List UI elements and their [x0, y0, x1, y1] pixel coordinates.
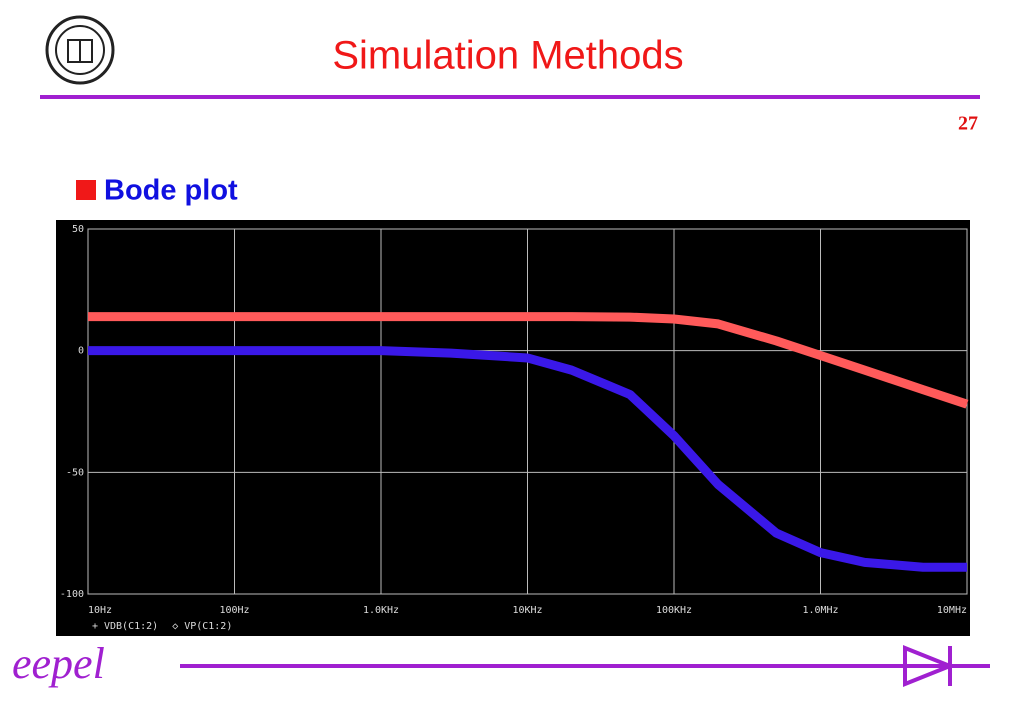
x-tick-label: 100Hz: [219, 605, 249, 616]
bullet-text: Bode plot: [104, 175, 238, 207]
plot-background: [56, 220, 970, 636]
legend-label: VP(C1:2): [184, 621, 232, 632]
y-tick-label: 0: [78, 346, 84, 357]
footer-diode: [903, 645, 956, 687]
x-tick-label: 1.0MHz: [802, 605, 838, 616]
y-tick-label: 50: [72, 224, 84, 235]
x-tick-label: 10KHz: [512, 605, 542, 616]
x-tick-label: 1.0KHz: [363, 605, 399, 616]
series-line: [88, 312, 969, 409]
series-line: [88, 346, 967, 572]
page-number: 27: [958, 113, 978, 135]
slide-title: Simulation Methods: [332, 34, 683, 78]
bullet-square: [76, 180, 96, 200]
legend-symbol: +: [92, 621, 98, 632]
legend-label: VDB(C1:2): [104, 621, 158, 632]
y-tick-label: -100: [60, 589, 84, 600]
footer-logo: eepel: [12, 639, 105, 688]
x-tick-label: 100KHz: [656, 605, 692, 616]
logo: [45, 15, 115, 85]
y-tick-label: -50: [66, 467, 84, 478]
plot: 50 0 -50 -100 10Hz 100Hz 1.0KHz 10KHz 100KHz 1.0M…: [60, 224, 969, 632]
x-tick-label: 10Hz: [88, 605, 112, 616]
x-tick-label: 10MHz: [937, 605, 967, 616]
legend-symbol: ◇: [172, 621, 178, 632]
